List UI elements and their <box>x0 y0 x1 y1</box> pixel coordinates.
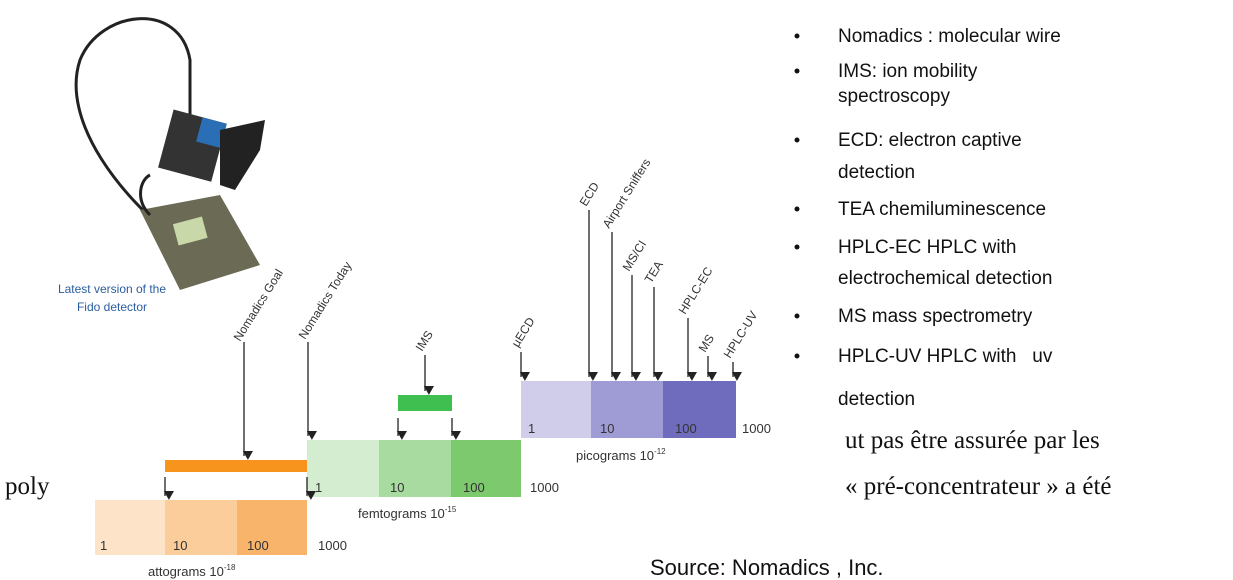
mask <box>780 415 842 495</box>
bullet-text: HPLC-UV HPLC with uv <box>838 346 1053 367</box>
caption: Fido detector <box>77 300 147 314</box>
tick: 100 <box>675 421 697 436</box>
tick: 1000 <box>318 538 347 553</box>
rotated-labels: Nomadics Goal Nomadics Today IMS µECD EC… <box>231 156 761 361</box>
tick: 1 <box>100 538 107 553</box>
background-text: poly <box>5 473 50 500</box>
arrows <box>163 210 743 500</box>
label: HPLC-EC <box>676 264 716 316</box>
source: Source: Nomadics , Inc. <box>650 555 884 580</box>
goal-range <box>165 460 307 472</box>
label: Airport Sniffers <box>600 156 654 231</box>
bullet-text: detection <box>838 162 915 183</box>
label: MS <box>696 332 717 355</box>
unit: attograms 10-18 <box>148 563 236 579</box>
scale-attograms: 1 10 100 1000 attograms 10-18 <box>95 500 347 579</box>
unit-text: femtograms 10 <box>358 506 445 521</box>
block <box>379 440 451 497</box>
tick: 100 <box>247 538 269 553</box>
bullet-dot <box>794 206 800 212</box>
bullet-text: HPLC-EC HPLC with <box>838 237 1016 258</box>
caption: Latest version of the <box>58 282 166 296</box>
block <box>307 440 379 497</box>
block <box>95 500 165 555</box>
bullet-text: ECD: electron captive <box>838 130 1022 151</box>
label: µECD <box>509 315 538 350</box>
bullet-text: detection <box>838 389 915 410</box>
unit: femtograms 10-15 <box>358 505 457 521</box>
background-text: « pré-concentrateur » a été <box>845 473 1112 500</box>
bullet-dot <box>794 244 800 250</box>
scale-femtograms: 1 10 100 1000 femtograms 10-15 <box>307 440 559 521</box>
label: IMS <box>413 328 436 354</box>
tick: 1 <box>315 480 322 495</box>
bullet-dot <box>794 137 800 143</box>
scale-picograms: 1 10 100 1000 picograms 10-12 <box>521 381 771 463</box>
bullet-text: spectroscopy <box>838 86 950 107</box>
block <box>165 500 237 555</box>
exponent: -12 <box>654 447 666 456</box>
bullet-text: IMS: ion mobility <box>838 61 978 82</box>
unit-text: picograms 10 <box>576 448 654 463</box>
bullet-dot <box>794 68 800 74</box>
unit: picograms 10-12 <box>576 447 666 463</box>
label: ECD <box>577 179 602 208</box>
label: MS/CI <box>620 238 650 274</box>
tick: 10 <box>390 480 404 495</box>
bullet-dot <box>794 33 800 39</box>
tick: 100 <box>463 480 485 495</box>
bullet-text: MS mass spectrometry <box>838 306 1033 327</box>
bullet-dot <box>794 353 800 359</box>
bullet-list: Nomadics : molecular wire IMS: ion mobili… <box>794 26 1061 410</box>
background-text: ut pas être assurée par les <box>845 427 1100 454</box>
bullet-text: electrochemical detection <box>838 268 1052 289</box>
bullet-dot <box>794 313 800 319</box>
block <box>521 381 591 438</box>
device-illustration <box>74 17 265 290</box>
ims-range <box>398 395 452 411</box>
bullet-text: Nomadics : molecular wire <box>838 26 1061 47</box>
tick: 1000 <box>530 480 559 495</box>
label: Nomadics Today <box>296 259 355 341</box>
block <box>591 381 663 438</box>
tick: 10 <box>173 538 187 553</box>
block <box>451 440 521 497</box>
bullet-text: TEA chemiluminescence <box>838 199 1046 220</box>
tick: 10 <box>600 421 614 436</box>
label: TEA <box>642 258 666 285</box>
label: HPLC-UV <box>721 308 761 360</box>
block <box>237 500 307 555</box>
tick: 1000 <box>742 421 771 436</box>
label: Nomadics Goal <box>231 267 286 344</box>
exponent: -18 <box>224 563 236 572</box>
tick: 1 <box>528 421 535 436</box>
unit-text: attograms 10 <box>148 564 224 579</box>
block <box>663 381 736 438</box>
exponent: -15 <box>445 505 457 514</box>
